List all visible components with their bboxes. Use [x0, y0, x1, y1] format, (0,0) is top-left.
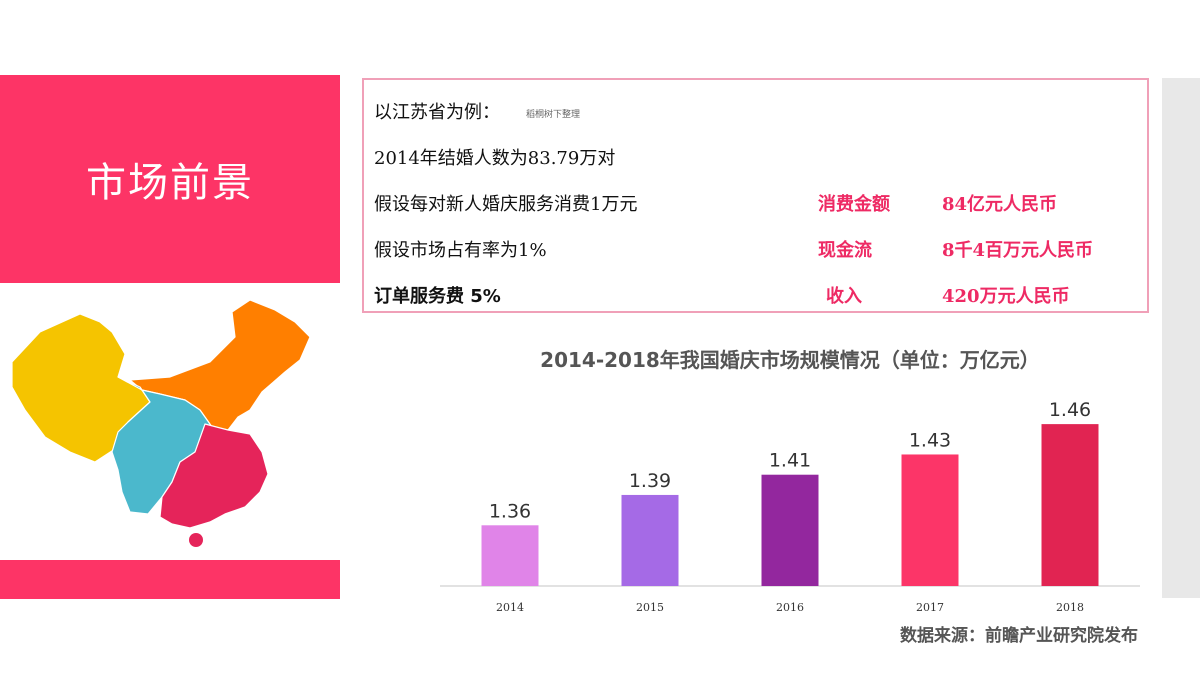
bar-2017 — [901, 454, 959, 586]
result-label-2: 现金流 — [818, 240, 872, 261]
data-label-2014: 1.36 — [489, 500, 531, 522]
info-line-1-text: 以江苏省为例： — [374, 102, 500, 123]
info-line-2: 2014年结婚人数为83.79万对 — [374, 148, 616, 169]
slide-title: 市场前景 — [86, 160, 254, 206]
china-map-illustration — [11, 299, 311, 547]
info-line-5: 订单服务费 5% — [374, 286, 501, 307]
x-tick-2016: 2016 — [776, 601, 804, 614]
info-line-3: 假设每对新人婚庆服务消费1万元 — [374, 194, 638, 215]
result-value-3: 420万元人民币 — [942, 286, 1070, 307]
result-label-3: 收入 — [826, 286, 862, 307]
data-label-2015: 1.39 — [629, 470, 671, 492]
bar-2016 — [761, 474, 819, 586]
data-source: 数据来源：前瞻产业研究院发布 — [900, 626, 1138, 646]
x-tick-2014: 2014 — [496, 601, 524, 614]
bottom-band — [0, 560, 340, 599]
side-strip — [1162, 78, 1200, 598]
data-label-2017: 1.43 — [909, 429, 951, 451]
data-label-2016: 1.41 — [769, 450, 811, 472]
info-line-4: 假设市场占有率为1% — [374, 240, 547, 261]
x-tick-2015: 2015 — [636, 601, 664, 614]
result-value-1: 84亿元人民币 — [942, 194, 1058, 215]
info-line-1: 以江苏省为例： 稻桐树下整理 — [374, 98, 580, 124]
result-label-1: 消费金额 — [818, 194, 890, 215]
bar-2018 — [1041, 424, 1099, 586]
info-box: 以江苏省为例： 稻桐树下整理 2014年结婚人数为83.79万对 假设每对新人婚庆… — [362, 78, 1149, 313]
map-island — [189, 533, 203, 547]
bar-2015 — [621, 494, 679, 586]
map-region-south — [159, 423, 269, 529]
info-note: 稻桐树下整理 — [526, 109, 581, 120]
data-label-2018: 1.46 — [1049, 399, 1091, 421]
x-tick-2017: 2017 — [916, 601, 944, 614]
result-value-2: 8千4百万元人民币 — [942, 240, 1094, 261]
x-tick-2018: 2018 — [1056, 601, 1084, 614]
title-band: 市场前景 — [0, 75, 340, 283]
bar-chart: 1.36 2014 1.39 2015 1.41 2016 1.43 2017 1.46 2018 — [440, 399, 1140, 614]
bar-2014 — [481, 525, 539, 586]
chart-title: 2014-2018年我国婚庆市场规模情况（单位：万亿元） — [540, 348, 1040, 372]
